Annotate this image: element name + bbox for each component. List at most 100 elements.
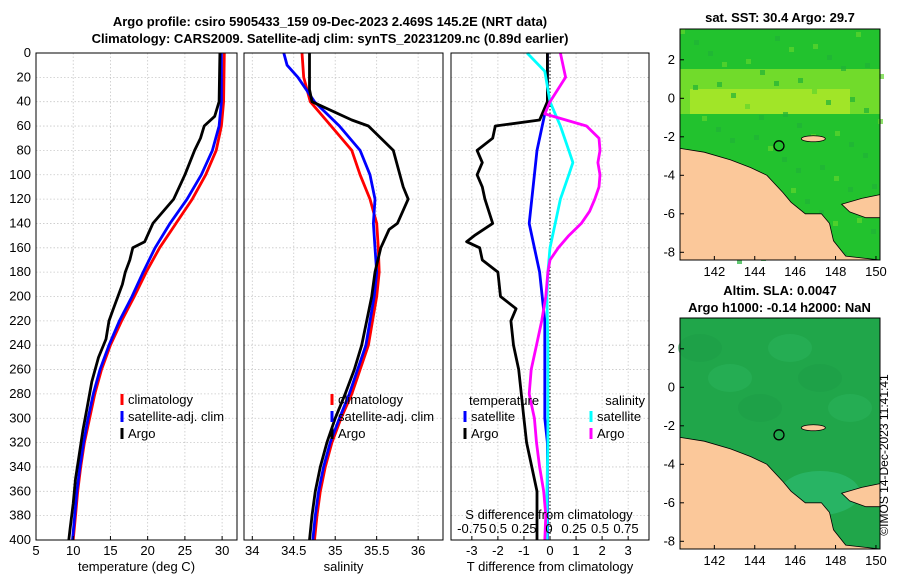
- sla-x-tick-label: 150: [865, 553, 887, 568]
- legend-s-argo-label: Argo: [597, 426, 624, 441]
- sst-pixel: [812, 89, 817, 94]
- panel-1-frame: [35, 52, 238, 541]
- x-axis-label: T difference from climatology: [467, 559, 634, 574]
- y-tick-label: 360: [9, 483, 31, 498]
- sst-x-tick-label: 148: [825, 264, 847, 279]
- x-tick-label: 1: [572, 543, 579, 558]
- x-tick-label: 20: [140, 543, 154, 558]
- legend-satellite-adj-label: satellite-adj. clim: [128, 409, 224, 424]
- legend-salinity-title: salinity: [605, 393, 645, 408]
- y-tick-label: 140: [9, 215, 31, 230]
- sst-map-title: sat. SST: 30.4 Argo: 29.7: [705, 10, 855, 25]
- sla-sla-blob: [768, 334, 812, 362]
- y-tick-label: 340: [9, 459, 31, 474]
- sst-pixel: [745, 104, 750, 109]
- y-tick-label: 20: [17, 69, 31, 84]
- x-tick-label: 30: [215, 543, 229, 558]
- sla-x-tick-label: 148: [825, 553, 847, 568]
- sst-pixel: [783, 112, 788, 117]
- legend-s-satellite-label: satellite: [597, 409, 641, 424]
- sla-y-tick-label: -4: [663, 456, 675, 471]
- y-tick-label: 220: [9, 313, 31, 328]
- y-tick-label: 380: [9, 508, 31, 523]
- y-tick-label: 120: [9, 191, 31, 206]
- sst-map: [679, 28, 884, 264]
- sla-y-tick-label: -6: [663, 495, 675, 510]
- sla-y-tick-label: 0: [668, 379, 675, 394]
- sst-pixel: [775, 36, 780, 41]
- sst-pixel: [813, 44, 818, 49]
- sst-pixel: [717, 82, 722, 87]
- sst-pixel: [708, 51, 713, 56]
- series-line-satellite-adj--clim: [71, 53, 223, 541]
- x-tick-label: -1: [518, 543, 530, 558]
- x2-tick-label: 0.25: [561, 521, 586, 536]
- sst-y-tick-label: -2: [663, 129, 675, 144]
- sst-pixel: [850, 97, 855, 102]
- sst-pixel: [796, 168, 801, 173]
- sst-pixel: [730, 138, 735, 143]
- legend-argo-label: Argo: [128, 426, 155, 441]
- sst-pixel: [746, 59, 751, 64]
- series-line-s-argo: [527, 52, 602, 541]
- sst-pixel: [820, 165, 825, 170]
- x-tick-label: -3: [466, 543, 478, 558]
- x-tick-label: 36: [411, 543, 425, 558]
- sst-pixel: [864, 108, 869, 113]
- y-tick-label: 180: [9, 264, 31, 279]
- sst-y-tick-label: -4: [663, 167, 675, 182]
- legend2-satellite-adj-label: satellite-adj. clim: [338, 409, 434, 424]
- sst-x-tick-label: 142: [703, 264, 725, 279]
- sst-pixel: [827, 55, 832, 60]
- x-tick-label: 35.5: [364, 543, 389, 558]
- legend-temperature-title: temperature: [469, 393, 539, 408]
- sla-x-tick-label: 142: [703, 553, 725, 568]
- sst-pixel: [879, 74, 884, 79]
- sst-pixel: [731, 93, 736, 98]
- sst-pixel: [805, 199, 810, 204]
- panel-1-background: [36, 53, 237, 540]
- sst-argo-marker: [773, 140, 785, 152]
- x-tick-label: -2: [492, 543, 504, 558]
- sst-pixel: [760, 70, 765, 75]
- sst-pixel: [833, 221, 838, 226]
- sst-pixel: [702, 116, 707, 121]
- sst-pixel: [768, 146, 773, 151]
- sst-pixel: [693, 85, 698, 90]
- sst-y-tick-label: -8: [663, 244, 675, 259]
- y-tick-label: 80: [17, 142, 31, 157]
- x2-tick-label: -0.75: [457, 521, 487, 536]
- x-tick-label: 34.5: [281, 543, 306, 558]
- x-tick-label: 35: [328, 543, 342, 558]
- series-line-satellite-adj--clim: [282, 52, 379, 541]
- sst-land-manus: [800, 135, 826, 143]
- sst-x-tick-label: 146: [784, 264, 806, 279]
- sst-y-tick-label: -6: [663, 206, 675, 221]
- x2-tick-label: 0: [545, 521, 552, 536]
- sst-frame: [679, 28, 881, 261]
- x-tick-label: 0: [546, 543, 553, 558]
- series-line-argo: [308, 53, 410, 541]
- sla-x-tick-label: 144: [744, 553, 766, 568]
- sla-y-tick-label: -8: [663, 533, 675, 548]
- legend2-climatology-label: climatology: [338, 392, 404, 407]
- x2-tick-label: 0.5: [489, 521, 507, 536]
- y-tick-label: 320: [9, 435, 31, 450]
- legend2-argo-label: Argo: [338, 426, 365, 441]
- sst-pixel: [789, 47, 794, 52]
- x2-tick-label: 0.5: [591, 521, 609, 536]
- sst-pixel: [680, 29, 685, 34]
- sst-pixel: [841, 66, 846, 71]
- sst-pixel: [848, 187, 853, 192]
- y-tick-label: 300: [9, 410, 31, 425]
- y-tick-label: 0: [24, 45, 31, 60]
- sla-sla-blob: [828, 394, 872, 422]
- sst-land-new-guinea: [679, 147, 881, 261]
- sla-land-manus: [800, 424, 826, 432]
- sst-y-tick-label: 2: [668, 52, 675, 67]
- sla-argo-marker: [773, 429, 785, 441]
- y-tick-label: 240: [9, 337, 31, 352]
- sst-pixel: [863, 153, 868, 158]
- figure-title-line2: Climatology: CARS2009. Satellite-adj cli…: [91, 31, 569, 46]
- sla-sla-blob: [678, 334, 722, 362]
